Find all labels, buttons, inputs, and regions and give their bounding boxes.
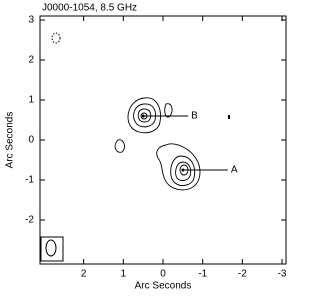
source-label: B <box>191 111 198 122</box>
contours-b <box>128 98 172 133</box>
contours-a <box>115 140 200 190</box>
y-tick-label: 0 <box>28 135 34 146</box>
x-tick-label: 1 <box>121 269 127 280</box>
chart-title: J0000-1054, 8.5 GHz <box>42 3 137 14</box>
x-tick-label: -3 <box>278 269 287 280</box>
x-axis-label: Arc Seconds <box>135 281 192 292</box>
plot-frame <box>40 16 286 264</box>
x-tick-label: 0 <box>160 269 166 280</box>
y-axis-label: Arc Seconds <box>5 112 16 169</box>
x-tick-label: -2 <box>238 269 247 280</box>
y-tick-label: -2 <box>25 215 34 226</box>
x-tick-label: -1 <box>198 269 207 280</box>
beam <box>41 237 63 261</box>
noise <box>52 33 230 119</box>
y-tick-label: -1 <box>25 175 34 186</box>
source-label: A <box>231 165 238 176</box>
chart: J0000-1054, 8.5 GHz Arc Seconds Arc Seco… <box>0 0 288 297</box>
y-tick-label: 2 <box>28 55 34 66</box>
y-tick-label: 3 <box>28 15 34 26</box>
x-tick-label: 2 <box>81 269 87 280</box>
y-tick-label: 1 <box>28 95 34 106</box>
